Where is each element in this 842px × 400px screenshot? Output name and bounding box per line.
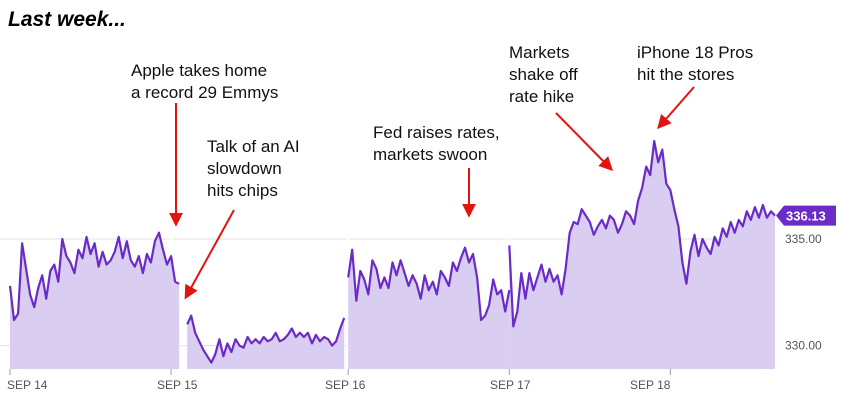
chart-title: Last week... (8, 8, 126, 31)
annotation-ai-slowdown: Talk of an AI slowdown hits chips (207, 137, 300, 200)
area-segment (348, 247, 510, 369)
y-axis-ticks: 330.00 335.00 (785, 232, 822, 353)
annotation-arrow (184, 209, 235, 300)
x-axis-ticks: SEP 14 SEP 15 SEP 16 SEP 17 SEP 18 (7, 369, 671, 392)
y-tick-label: 330.00 (785, 339, 822, 353)
annotation-fed-rates: Fed raises rates, markets swoon (373, 123, 500, 164)
line-segment (8, 231, 180, 322)
area-segment (10, 232, 180, 369)
annotation-arrow (555, 112, 613, 171)
x-tick-label: SEP 16 (325, 378, 366, 392)
last-value-label: 336.13 (786, 209, 826, 224)
x-tick-label: SEP 14 (7, 378, 48, 392)
price-line (8, 139, 776, 364)
price-area (10, 141, 775, 369)
last-value-badge-bg (776, 205, 836, 226)
line-segment (186, 314, 346, 364)
x-tick-label: SEP 15 (157, 378, 198, 392)
area-segment (187, 315, 345, 369)
x-tick-label: SEP 18 (630, 378, 671, 392)
line-segment (347, 246, 511, 322)
line-segment (508, 139, 776, 328)
y-tick-label: 335.00 (785, 232, 822, 246)
x-tick-label: SEP 17 (490, 378, 531, 392)
last-value-badge: 336.13 (776, 205, 836, 226)
annotation-shake-off: Markets shake off rate hike (509, 43, 578, 106)
annotation-arrow (657, 86, 695, 130)
annotation-arrows (169, 86, 695, 300)
annotation-emmys: Apple takes home a record 29 Emmys (131, 61, 279, 102)
area-segment (509, 141, 775, 369)
annotation-iphone: iPhone 18 Pros hit the stores (637, 43, 754, 84)
